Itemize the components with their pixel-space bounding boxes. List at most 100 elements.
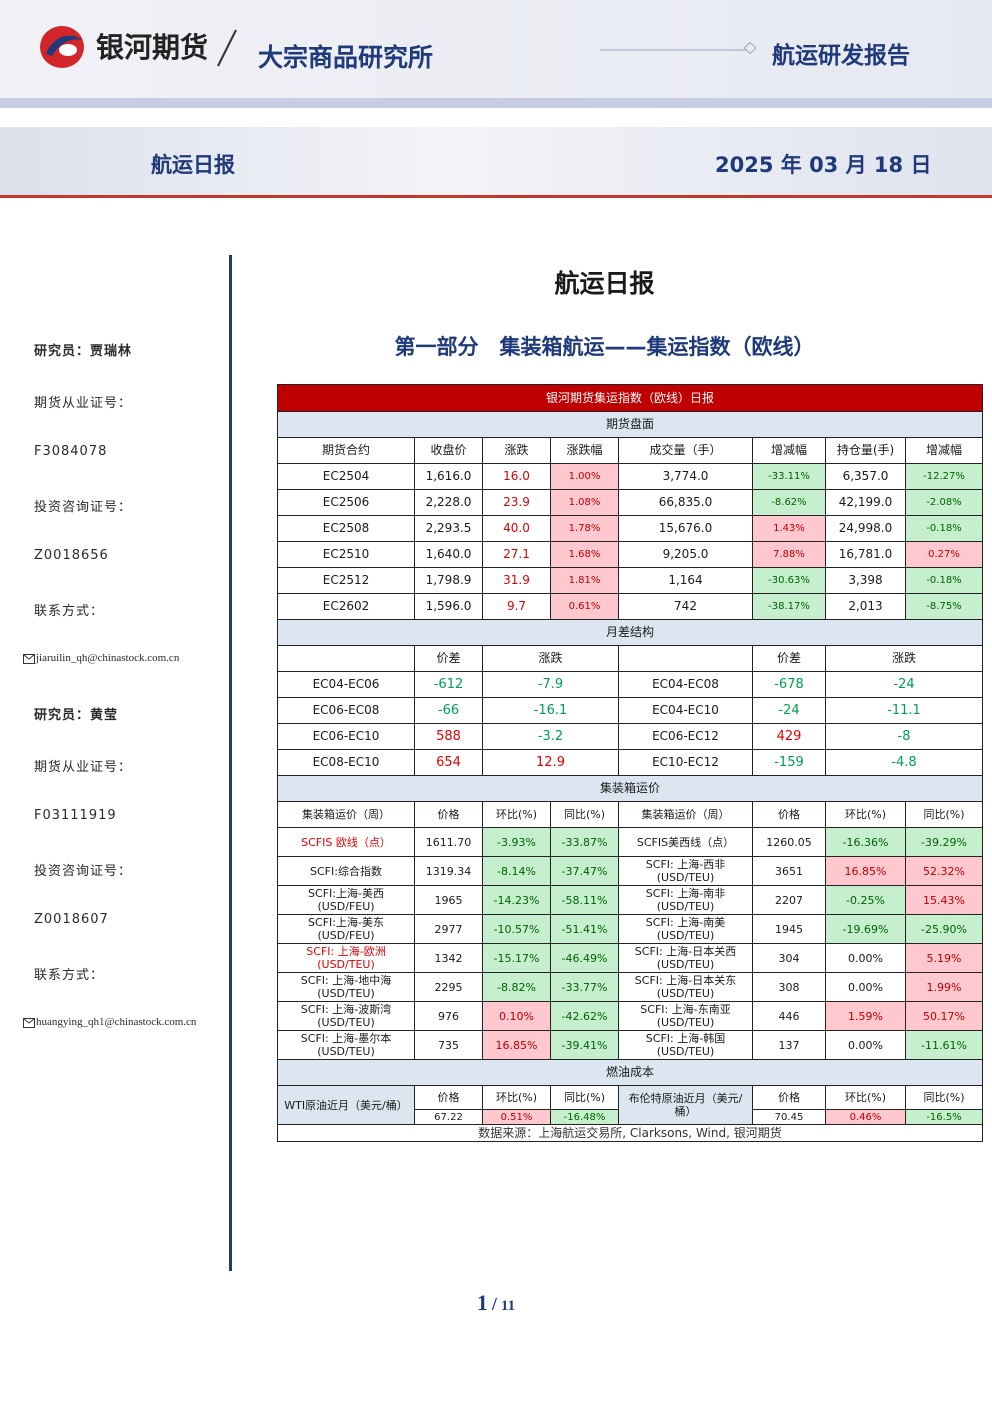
table-cell: 0.51% — [482, 1109, 551, 1125]
table-cell: EC2508 — [277, 515, 415, 542]
table-cell: 67.22 — [414, 1109, 483, 1125]
table-cell: 308 — [752, 972, 826, 1002]
table-cell: -11.1 — [824, 697, 984, 724]
table-row: 银河期货集运指数（欧线）日报 — [276, 384, 984, 412]
table-cell: -66 — [414, 697, 483, 724]
table-cell: 涨跌幅 — [550, 437, 619, 464]
table-cell: -16.5% — [904, 1109, 984, 1125]
table-row: SCFI:上海-美西 (USD/FEU) 1965 -14.23% -58.11% SC… — [277, 885, 984, 915]
header-band — [0, 0, 992, 100]
table-cell: 1.78% — [550, 515, 619, 542]
table-cell: 50.17% — [904, 1001, 984, 1031]
table-cell: -8.82% — [482, 972, 551, 1002]
table-cell: -612 — [414, 671, 483, 698]
researcher: 研究员：贾瑞林 — [34, 344, 133, 359]
table-cell: 70.45 — [752, 1109, 826, 1125]
table-cell: 16.0 — [482, 463, 551, 490]
table-cell: SCFI: 上海-地中海 (USD/TEU) — [277, 972, 415, 1002]
sidebar-text: F03111919 — [34, 808, 117, 823]
table-row: SCFI: 上海-地中海 (USD/TEU) 2295 -8.82% -33.77% S… — [277, 972, 984, 1002]
table-cell: 同比(%) — [550, 1085, 619, 1110]
table-cell: SCFI: 上海-南非 (USD/TEU) — [618, 885, 753, 915]
table-cell: 42,199.0 — [825, 489, 906, 516]
table-cell: 1.00% — [550, 463, 619, 490]
table-cell: -8.14% — [482, 856, 551, 886]
table-cell: -16.48% — [550, 1109, 619, 1125]
table-cell: 同比(%) — [550, 801, 619, 828]
page-current: 1 — [476, 1290, 488, 1315]
table-cell: 16,781.0 — [825, 541, 906, 568]
table-cell: 1,798.9 — [414, 567, 483, 594]
table-cell: 304 — [752, 943, 826, 973]
table-cell: SCFI: 上海-东南亚 (USD/TEU) — [618, 1001, 753, 1031]
table-row: 燃油成本 — [276, 1059, 984, 1086]
sidebar-text: 投资咨询证号： — [34, 500, 133, 515]
table-cell: -4.8 — [824, 749, 984, 776]
table-cell: SCFI: 上海-韩国 (USD/TEU) — [618, 1030, 753, 1060]
table-cell: -0.25% — [825, 885, 906, 915]
table-cell: -11.61% — [904, 1030, 984, 1060]
table-cell: 价格 — [414, 801, 483, 828]
table-cell: 涨跌 — [824, 645, 984, 672]
table-cell: 15.43% — [904, 885, 984, 915]
main-title: 航运日报 — [554, 269, 655, 298]
table-cell: -51.41% — [550, 914, 619, 944]
table-cell: -3.93% — [482, 827, 551, 857]
email: huangying_qh1@chinastock.com.cn — [36, 1016, 197, 1028]
sidebar-text: Z0018656 — [34, 548, 109, 563]
table-cell: 0.46% — [825, 1109, 906, 1125]
table-row: EC2504 1,616.0 16.0 1.00% 3,774.0 -33.11% 6,35… — [277, 463, 984, 490]
table-cell: -46.49% — [550, 943, 619, 973]
mail-icon — [23, 1018, 35, 1028]
table-row: EC2506 2,228.0 23.9 1.08% 66,835.0 -8.62% 42,1… — [277, 489, 984, 516]
sidebar-text: 联系方式： — [34, 604, 105, 619]
table-cell: 同比(%) — [904, 1085, 984, 1110]
table-cell: -12.27% — [904, 463, 984, 490]
sidebar-text: 期货从业证号： — [34, 760, 133, 775]
table-row: EC2508 2,293.5 40.0 1.78% 15,676.0 1.43% 24,99… — [277, 515, 984, 542]
mail-icon — [23, 654, 35, 664]
table-cell: 价格 — [414, 1085, 483, 1110]
table-cell — [618, 645, 753, 672]
table-cell: 1260.05 — [752, 827, 826, 857]
table-cell: EC2506 — [277, 489, 415, 516]
page-separator: / — [491, 1294, 497, 1314]
table-cell: -0.18% — [904, 515, 984, 542]
sidebar-text: 期货从业证号： — [34, 396, 133, 411]
table-cell: 735 — [414, 1030, 483, 1060]
table-row: 期货合约 收盘价 涨跌 涨跌幅 成交量（手） 增减幅 持仓量(手) 增减幅 — [277, 437, 984, 464]
header-divider — [217, 29, 237, 67]
company-name: 银河期货 — [96, 31, 209, 64]
table-cell: 1.43% — [752, 515, 826, 542]
table-cell: 0.10% — [482, 1001, 551, 1031]
table-cell: 价差 — [752, 645, 826, 672]
table-cell: 976 — [414, 1001, 483, 1031]
table-cell: -8 — [824, 723, 984, 750]
table-cell: 742 — [618, 593, 753, 620]
table-cell: -8.62% — [752, 489, 826, 516]
table-row: 月差结构 — [276, 619, 984, 646]
table-cell: -42.62% — [550, 1001, 619, 1031]
table-cell: 24,998.0 — [825, 515, 906, 542]
table-cell: SCFI:上海-美西 (USD/FEU) — [277, 885, 415, 915]
table-cell: SCFI:综合指数 — [277, 856, 415, 886]
logo-icon — [40, 26, 84, 68]
table-cell: -2.08% — [904, 489, 984, 516]
table-cell: EC2512 — [277, 567, 415, 594]
table-cell: EC04-EC06 — [277, 671, 415, 698]
table-cell: 5.19% — [904, 943, 984, 973]
report-type: 航运研发报告 — [772, 43, 910, 69]
sidebar-rule — [229, 255, 232, 1271]
table-cell: 3,398 — [825, 567, 906, 594]
table-cell: 涨跌 — [482, 437, 551, 464]
table-cell: EC04-EC10 — [618, 697, 753, 724]
table-cell: -58.11% — [550, 885, 619, 915]
report-date: 2025 年 03 月 18 日 — [715, 153, 932, 177]
table-cell: 银河期货集运指数（欧线）日报 — [276, 384, 984, 412]
table-cell: -33.87% — [550, 827, 619, 857]
table-cell: 收盘价 — [414, 437, 483, 464]
table-cell: EC2504 — [277, 463, 415, 490]
page-number: 1 / 11 — [0, 1290, 992, 1316]
table-row: SCFIS 欧线（点） 1611.70 -3.93% -33.87% SCFIS美西线（… — [277, 827, 984, 857]
table-cell: -39.41% — [550, 1030, 619, 1060]
